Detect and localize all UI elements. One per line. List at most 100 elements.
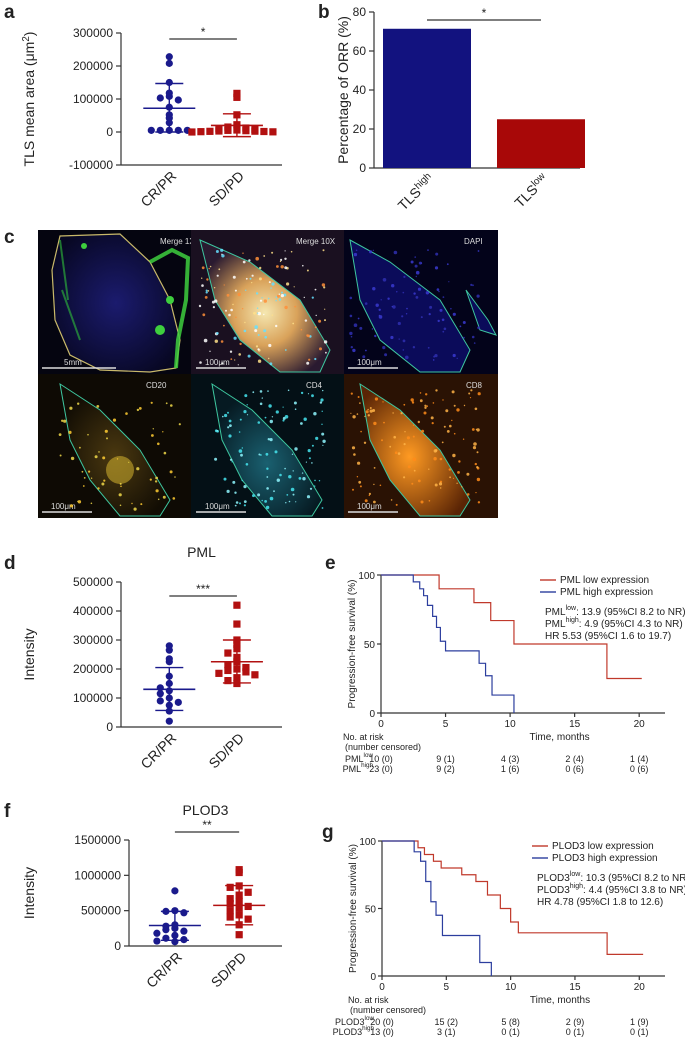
cell-dot xyxy=(232,480,236,484)
data-point xyxy=(171,887,179,895)
data-point xyxy=(162,926,170,934)
cell-dot xyxy=(373,500,376,504)
y-tick-label: 100 xyxy=(359,837,376,848)
cell-dot xyxy=(412,457,417,462)
cell-dot xyxy=(400,412,403,415)
cell-dot xyxy=(90,502,93,505)
data-point xyxy=(165,658,173,666)
cell-dot xyxy=(251,282,253,284)
cell-dot xyxy=(321,423,323,425)
cell-dot xyxy=(199,361,202,364)
cell-dot xyxy=(212,306,215,309)
x-tick-label: 5 xyxy=(443,719,449,730)
cell-dot xyxy=(453,432,456,435)
data-point xyxy=(226,900,234,908)
cell-dot xyxy=(112,418,117,422)
data-point xyxy=(165,78,173,87)
cell-dot xyxy=(136,467,140,471)
risk-cell: 2 (9) xyxy=(566,1017,585,1027)
cell-dot xyxy=(292,470,294,472)
category-label: SD/PD xyxy=(205,730,247,772)
data-point xyxy=(226,895,234,903)
cell-dot xyxy=(430,416,434,420)
cell-dot xyxy=(321,410,323,412)
cell-dot xyxy=(364,415,366,418)
cell-dot xyxy=(282,406,284,408)
cell-dot xyxy=(475,428,478,431)
cell-dot xyxy=(266,476,269,478)
cell-dot xyxy=(315,436,319,440)
cell-dot xyxy=(237,292,241,297)
data-point xyxy=(224,661,232,669)
cell-dot xyxy=(266,487,269,490)
risk-header: (number censored) xyxy=(345,742,421,752)
cell-dot xyxy=(202,313,206,317)
data-point xyxy=(242,663,250,672)
cell-dot xyxy=(279,473,282,477)
cell-dot xyxy=(77,500,82,504)
cell-dot xyxy=(476,466,479,469)
cell-dot xyxy=(353,252,358,257)
cell-dot xyxy=(303,296,305,299)
y-axis-label: Progression-free survival (%) xyxy=(347,580,358,709)
cell-dot xyxy=(276,265,279,268)
data-point xyxy=(165,717,173,725)
cell-dot xyxy=(473,442,477,446)
cell-dot xyxy=(440,487,442,489)
cell-dot xyxy=(452,353,456,358)
cell-dot xyxy=(425,291,430,295)
cell-dot xyxy=(456,482,458,484)
cell-dot xyxy=(450,307,452,310)
cell-dot xyxy=(435,389,438,392)
cell-dot xyxy=(157,442,160,446)
cell-dot xyxy=(321,507,324,509)
cell-dot xyxy=(244,394,248,398)
cell-dot xyxy=(451,390,455,394)
cell-dot xyxy=(396,291,398,293)
cell-dot xyxy=(434,483,438,487)
cell-dot xyxy=(311,394,314,398)
cell-dot xyxy=(438,290,440,293)
cell-dot xyxy=(417,420,420,424)
y-tick-label: 0 xyxy=(369,709,375,720)
cell-dot xyxy=(261,397,263,399)
x-tick-label: 15 xyxy=(569,982,581,993)
data-point xyxy=(260,127,268,136)
cell-dot xyxy=(261,277,265,280)
risk-cell: 1 (9) xyxy=(630,1017,649,1027)
cell-dot xyxy=(369,250,373,254)
cell-dot xyxy=(269,419,273,424)
risk-cell: 1 (6) xyxy=(501,764,520,774)
risk-cell: 13 (0) xyxy=(370,1027,394,1037)
cell-dot xyxy=(201,266,205,270)
cell-dot xyxy=(468,392,471,395)
cell-dot xyxy=(352,415,356,419)
cell-dot xyxy=(206,278,209,281)
cell-dot xyxy=(410,398,414,402)
cell-dot xyxy=(294,305,297,308)
stat-line: PMLhigh: 4.9 (95%CI 4.3 to NR) xyxy=(545,617,683,630)
panel-label-e: e xyxy=(325,553,336,574)
cell-dot xyxy=(325,351,327,354)
cell-dot xyxy=(321,283,326,287)
cell-dot xyxy=(239,502,241,505)
panel-label-c: c xyxy=(4,227,15,248)
data-point xyxy=(251,671,259,679)
cell-dot xyxy=(263,329,267,333)
cell-dot xyxy=(275,324,278,328)
risk-row-label: PMLlow xyxy=(345,752,373,764)
cell-dot xyxy=(290,250,293,253)
cell-dot xyxy=(372,287,376,291)
cell-dot xyxy=(268,297,270,300)
x-tick-label: 10 xyxy=(505,982,517,993)
cell-dot xyxy=(426,405,428,408)
cell-dot xyxy=(61,419,64,422)
cell-dot xyxy=(244,321,246,324)
risk-cell: 4 (3) xyxy=(501,754,520,764)
cell-dot xyxy=(306,495,311,499)
cell-dot xyxy=(235,501,239,504)
data-point xyxy=(180,927,188,935)
cell-dot xyxy=(324,308,326,310)
cell-dot xyxy=(435,252,439,256)
cell-dot xyxy=(264,335,268,339)
